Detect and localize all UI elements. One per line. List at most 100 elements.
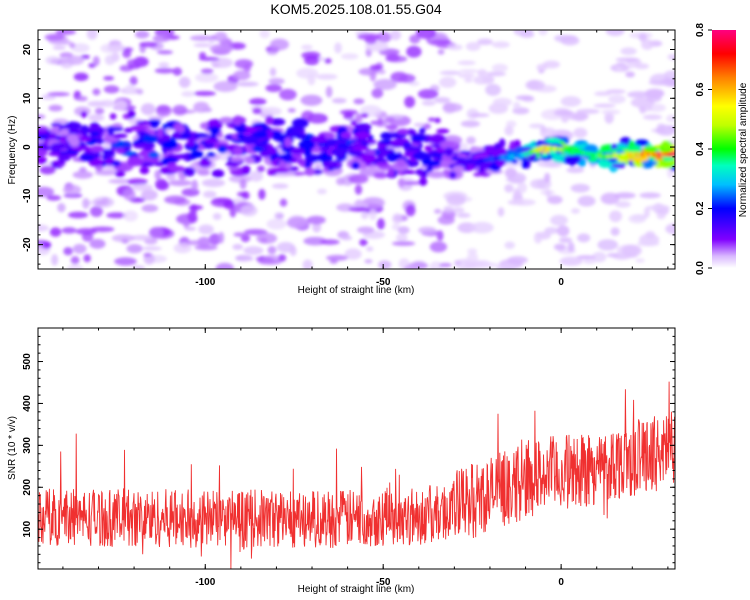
heatmap-blob — [470, 146, 485, 152]
heatmap-blob — [233, 146, 243, 156]
heatmap-blob — [202, 142, 215, 149]
heatmap-speckle — [533, 231, 543, 244]
heatmap-blob — [304, 167, 316, 176]
heatmap-speckle — [59, 39, 72, 45]
heatmap-blob — [219, 116, 233, 124]
heatmap-speckle — [344, 248, 362, 260]
heatmap-blob — [50, 142, 68, 150]
heatmap-blob — [416, 168, 425, 176]
heatmap-blob — [59, 128, 71, 136]
colorbar-tick-label: 0.6 — [695, 82, 706, 96]
heatmap-blob — [88, 158, 104, 167]
heatmap-blob — [38, 156, 48, 165]
heatmap-speckle — [464, 77, 473, 83]
heatmap-speckle — [44, 33, 65, 41]
heatmap-speckle — [55, 30, 76, 36]
heatmap-blob — [127, 110, 136, 119]
heatmap-speckle — [106, 212, 127, 219]
heatmap-speckle — [61, 227, 77, 234]
heatmap-speckle — [504, 125, 514, 136]
heatmap-blob — [352, 146, 370, 151]
heatmap-speckle — [140, 103, 156, 116]
x-tick-label: -100 — [195, 277, 215, 288]
heatmap-speckle — [504, 183, 514, 193]
heatmap-speckle — [258, 259, 282, 265]
heatmap-speckle — [233, 70, 251, 81]
y-tick-label: 500 — [22, 353, 33, 370]
heatmap-speckle — [665, 223, 675, 235]
heatmap-speckle — [570, 183, 590, 193]
heatmap-speckle — [166, 172, 176, 181]
heatmap-speckle — [354, 184, 363, 195]
heatmap-speckle — [528, 123, 545, 129]
heatmap-speckle — [108, 178, 133, 184]
heatmap-blob — [403, 145, 422, 152]
heatmap-speckle — [243, 246, 264, 255]
heatmap-blob — [107, 126, 115, 136]
heatmap-blob — [168, 165, 186, 172]
heatmap-blob — [206, 152, 216, 158]
heatmap-blob — [351, 161, 360, 170]
heatmap-blob — [102, 148, 113, 159]
heatmap-blob — [157, 127, 164, 138]
heatmap-blob — [161, 140, 179, 150]
heatmap-speckle — [139, 41, 158, 48]
heatmap-speckle — [614, 192, 636, 199]
heatmap-speckle — [406, 45, 422, 58]
heatmap-speckle — [223, 199, 235, 210]
heatmap-speckle — [274, 212, 285, 220]
heatmap-speckle — [315, 73, 338, 80]
heatmap-speckle — [131, 183, 154, 191]
heatmap-speckle — [491, 41, 510, 49]
heatmap-speckle — [334, 42, 342, 54]
heatmap-speckle — [409, 34, 421, 44]
heatmap-speckle — [621, 244, 642, 257]
heatmap-speckle — [628, 214, 647, 224]
heatmap-blob — [217, 145, 228, 154]
heatmap-speckle — [233, 232, 246, 237]
heatmap-speckle — [583, 259, 596, 265]
heatmap-speckle — [515, 95, 534, 101]
heatmap-blob — [321, 161, 339, 168]
heatmap-blob — [139, 166, 150, 175]
heatmap-speckle — [127, 178, 148, 185]
heatmap-speckle — [577, 195, 596, 207]
heatmap-speckle — [491, 63, 508, 73]
heatmap-blob — [412, 151, 430, 161]
heatmap-blob — [80, 145, 89, 151]
heatmap-speckle — [373, 172, 388, 179]
heatmap-speckle — [130, 234, 152, 241]
heatmap-speckle — [615, 201, 631, 208]
colorbar-label: Normalized spectral amplitude — [738, 82, 749, 217]
heatmap-speckle — [442, 103, 463, 112]
heatmap-speckle — [339, 109, 359, 115]
heatmap-speckle — [279, 198, 288, 207]
heatmap-blob — [207, 119, 223, 129]
heatmap-speckle — [304, 55, 320, 66]
heatmap-speckle — [325, 86, 333, 98]
heatmap-speckle — [287, 108, 296, 113]
heatmap-speckle — [52, 45, 66, 50]
heatmap-blob — [254, 142, 269, 148]
heatmap-speckle — [209, 43, 234, 54]
heatmap-speckle — [356, 226, 375, 234]
heatmap-speckle — [181, 91, 195, 97]
heatmap-blob — [380, 132, 394, 140]
heatmap-speckle — [560, 96, 582, 107]
heatmap-speckle — [451, 207, 465, 214]
heatmap-blob — [611, 163, 626, 168]
y-tick-label: 100 — [22, 520, 33, 537]
heatmap-speckle — [208, 233, 221, 246]
heatmap-speckle — [430, 39, 452, 44]
heatmap-speckle — [301, 44, 313, 50]
heatmap-speckle — [542, 60, 560, 69]
heatmap-speckle — [158, 62, 170, 68]
heatmap-speckle — [507, 256, 528, 264]
heatmap-blob — [323, 138, 342, 145]
heatmap-blob — [133, 143, 149, 149]
heatmap-blob — [161, 124, 169, 130]
heatmap-blob — [440, 140, 456, 150]
heatmap-speckle — [458, 73, 475, 79]
heatmap-speckle — [70, 43, 90, 53]
heatmap-blob — [227, 166, 238, 171]
